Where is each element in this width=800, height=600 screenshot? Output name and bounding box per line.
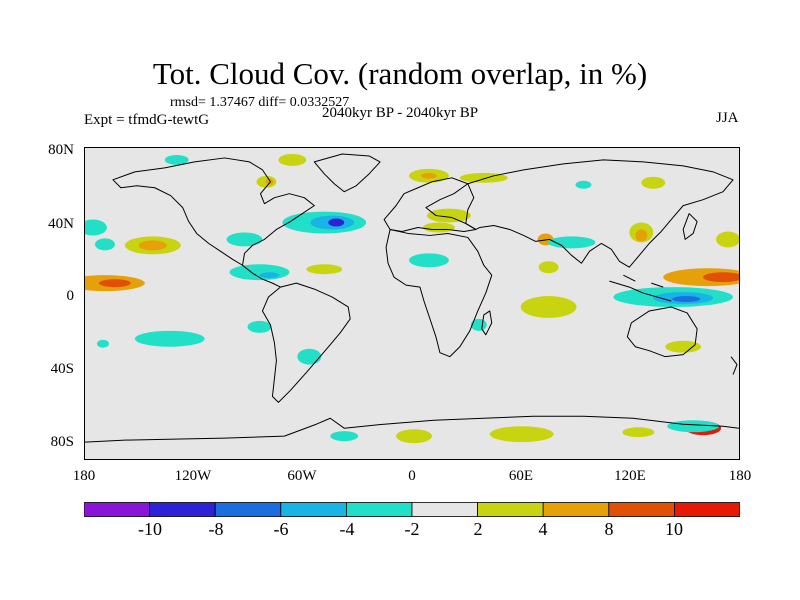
experiment-label: Expt = tfmdG-tewtG — [84, 112, 210, 128]
colorbar-box — [84, 502, 150, 517]
anomaly-patch — [420, 172, 437, 179]
lat-tick-80n: 80N — [48, 142, 74, 158]
anomaly-patch — [306, 264, 343, 275]
plot-title: Tot. Cloud Cov. (random overlap, in %) — [152, 56, 648, 91]
colorbar-label: -6 — [273, 519, 289, 539]
coastlines — [85, 153, 739, 443]
coastline-europe — [383, 177, 477, 232]
anomaly-patches — [85, 153, 739, 444]
anomaly-patch — [422, 222, 455, 233]
anomaly-patch — [470, 318, 487, 331]
coastline-south-america — [261, 282, 351, 403]
lat-tick-40s: 40S — [50, 361, 74, 377]
anomaly-patch — [665, 340, 702, 353]
lon-tick-120e: 120E — [614, 468, 646, 484]
lon-tick-180w: 180 — [72, 468, 96, 484]
anomaly-patch — [426, 208, 471, 223]
colorbar-box — [345, 502, 413, 517]
anomaly-patch — [138, 240, 167, 251]
lat-tick-80s: 80S — [50, 434, 74, 450]
anomaly-patch — [328, 218, 345, 227]
colorbar-label: 8 — [604, 519, 614, 539]
colorbar-label: -8 — [208, 519, 224, 539]
anomaly-patch — [641, 176, 666, 189]
colorbar-label: 4 — [538, 519, 548, 539]
colorbar-label: -10 — [138, 519, 162, 539]
colorbar-box — [149, 502, 216, 517]
colorbar-label: 2 — [473, 519, 483, 539]
anomaly-patch — [85, 219, 107, 236]
anomaly-patch — [247, 320, 272, 333]
colorbar-label: -2 — [404, 519, 420, 539]
anomaly-patch — [575, 180, 592, 189]
anomaly-patch — [94, 238, 115, 251]
coastline-new-zealand — [730, 356, 738, 375]
anomaly-patch — [489, 426, 554, 443]
anomaly-patch — [259, 272, 280, 279]
lon-tick-120w: 120W — [174, 468, 212, 484]
anomaly-patch — [134, 330, 205, 347]
anomaly-patch — [396, 429, 432, 444]
anomaly-patch — [538, 261, 559, 274]
coastline-madagascar — [481, 310, 493, 336]
coastline-antarctica — [85, 415, 739, 443]
colorbar-box — [411, 502, 478, 517]
anomaly-patch — [622, 427, 655, 438]
anomaly-patch — [98, 279, 131, 288]
lat-tick-40n: 40N — [48, 216, 74, 232]
anomaly-patch — [164, 154, 189, 165]
anomaly-patch — [520, 296, 577, 318]
coastline-greenland — [313, 153, 381, 193]
colorbar-label: -4 — [339, 519, 355, 539]
anomaly-patch — [265, 178, 274, 185]
coastline-north-america — [112, 157, 315, 266]
anomaly-patch — [672, 296, 701, 303]
colorbar-box — [674, 502, 740, 517]
colorbar-box — [214, 502, 282, 517]
anomaly-patch — [716, 231, 739, 248]
lon-tick-60w: 60W — [287, 468, 317, 484]
coastline-australia — [626, 306, 698, 358]
anomaly-patch — [667, 420, 720, 433]
anomaly-patch — [703, 272, 739, 283]
anomaly-patch — [226, 232, 263, 247]
anomaly-patch — [547, 236, 596, 249]
anomaly-patch — [635, 229, 648, 242]
anomaly-patch — [330, 431, 359, 442]
coastline-japan — [682, 213, 698, 240]
colorbar-box — [542, 502, 610, 517]
colorbar — [84, 502, 740, 517]
colorbar-box — [608, 502, 675, 517]
colorbar-label: 10 — [665, 519, 683, 539]
lat-tick-0: 0 — [66, 288, 75, 304]
stats-text: rmsd= 1.37467 diff= 0.0332527 — [170, 95, 350, 110]
coastline-central-america — [242, 264, 281, 288]
coastline-africa — [385, 228, 493, 358]
period-label: 2040kyr BP - 2040kyr BP — [322, 105, 479, 121]
coastline-asia — [465, 159, 734, 268]
anomaly-patch — [278, 153, 307, 166]
anomaly-patch — [409, 253, 449, 268]
lon-tick-0: 0 — [408, 468, 416, 484]
anomaly-patch — [96, 339, 109, 348]
season-label: JJA — [716, 110, 739, 126]
coastline-indonesia — [609, 274, 672, 302]
cloud-cover-map — [84, 147, 740, 460]
anomaly-patch — [297, 348, 322, 365]
colorbar-box — [280, 502, 347, 517]
lon-tick-180e: 180 — [728, 468, 752, 484]
colorbar-box — [477, 502, 544, 517]
lon-tick-60e: 60E — [508, 468, 534, 484]
